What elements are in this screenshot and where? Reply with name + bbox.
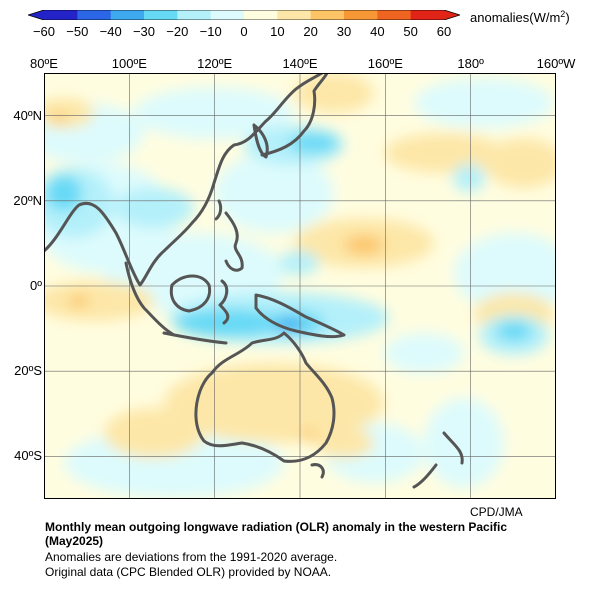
credit-label: CPD/JMA [470,505,523,519]
longitude-label: 140ºE [282,56,318,71]
colorbar-bin [177,10,212,20]
caption-title: Monthly mean outgoing longwave radiation… [45,520,508,548]
latitude-label: 20ºS [14,363,42,379]
colorbar-bin [77,10,112,20]
colorbar [28,10,460,20]
longitude-label: 180º [457,56,484,71]
caption-line-2: Original data (CPC Blended OLR) provided… [45,565,332,579]
anomaly-field [44,73,556,498]
longitude-label: 80ºE [30,56,58,71]
colorbar-tick-label: 40 [370,24,385,39]
colorbar-bin [310,10,345,20]
longitude-label: 100ºE [111,56,147,71]
colorbar-bin [344,10,378,20]
colorbar-bin [144,10,178,20]
colorbar-bin [210,10,245,20]
colorbar-tick-label: −50 [66,24,89,39]
map-frame [44,73,556,499]
latitude-label: 20ºN [13,192,42,208]
longitude-label: 160ºW [536,56,576,71]
colorbar-units: anomalies(W/m2) [470,9,570,25]
caption-line-1: Anomalies are deviations from the 1991-2… [45,550,338,564]
longitude-label: 120ºE [197,56,233,71]
colorbar-bin [244,10,278,20]
colorbar-tick-label: 10 [270,24,285,39]
colorbar-arrow-right [444,10,460,20]
latitude-label: 40ºS [14,448,42,464]
colorbar-bin [277,10,312,20]
colorbar-tick-label: 50 [403,24,418,39]
colorbar-arrow-left [28,10,44,20]
colorbar-tick-label: −40 [99,24,122,39]
colorbar-bins [28,10,460,20]
colorbar-tick-label: 20 [303,24,318,39]
colorbar-bin [44,10,78,20]
colorbar-bin [377,10,412,20]
colorbar-tick-label: −10 [199,24,222,39]
gridlines [44,73,556,499]
latitude-label: 40ºN [13,107,42,123]
colorbar-tick-label: 30 [336,24,352,39]
colorbar-tick-label: 60 [436,24,452,39]
colorbar-tick-label: −60 [32,24,56,39]
colorbar-tick-label: −20 [166,24,189,39]
latitude-label: 0º [30,278,42,293]
colorbar-bin [110,10,145,20]
colorbar-bin [410,10,445,20]
colorbar-tick-label: −30 [132,24,156,39]
longitude-label: 160ºE [367,56,403,71]
coastlines [44,73,464,489]
olr-anomaly-map [44,73,556,499]
colorbar-tick-label: 0 [240,24,248,39]
